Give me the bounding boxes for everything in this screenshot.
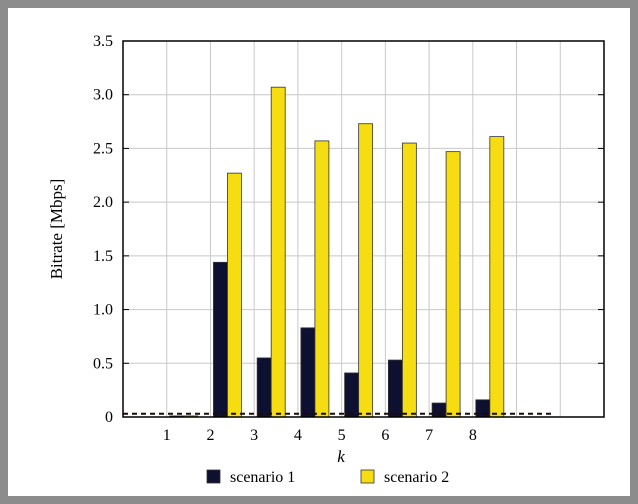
- plot-border: [122, 40, 605, 418]
- x-tick-label: 6: [381, 427, 389, 444]
- x-tick-label: 4: [294, 427, 302, 444]
- y-axis-label: Bitrate [Mbps]: [47, 179, 66, 280]
- bar-scenario-1-k5: [344, 372, 360, 418]
- bar-scenario-2-k2: [227, 172, 242, 418]
- legend: scenario 1 scenario 2: [206, 469, 449, 486]
- x-axis-label: k: [337, 447, 345, 466]
- y-tick-label: 3.0: [93, 87, 113, 104]
- y-tick-label: 3.5: [93, 33, 113, 50]
- bar-scenario-2-k8: [489, 136, 505, 418]
- y-tick-label: 0.5: [93, 355, 113, 372]
- bar-scenario-1-k7: [431, 402, 447, 418]
- bar-scenario-2-k5: [358, 123, 374, 418]
- x-tick-label: 1: [163, 427, 171, 444]
- bar-scenario-1-k6: [387, 359, 403, 418]
- bar-scenario-2-k7: [445, 151, 461, 418]
- y-axis-ticks: 0 0.5 1.0 1.5 2.0 2.5 3.0 3.5: [93, 33, 604, 426]
- x-tick-label: 5: [338, 427, 346, 444]
- x-axis-ticks: 1 2 3 4 5 6 7 8: [163, 427, 477, 444]
- legend-label: scenario 1: [230, 469, 295, 486]
- bar-scenario-2-k3: [270, 86, 286, 418]
- y-tick-label: 1.5: [93, 248, 113, 265]
- x-tick-label: 7: [425, 427, 433, 444]
- bar-scenario-1-k4: [300, 327, 316, 418]
- legend-label: scenario 2: [384, 469, 449, 486]
- bar-scenario-2-k4: [314, 140, 330, 418]
- bar-scenario-2-k6: [401, 142, 417, 418]
- y-tick-label: 1.0: [93, 302, 113, 319]
- x-tick-label: 2: [206, 427, 214, 444]
- legend-swatch-scenario-2: [360, 469, 375, 484]
- x-tick-label: 3: [250, 427, 258, 444]
- legend-swatch-scenario-1: [206, 469, 221, 484]
- x-tick-label: 8: [469, 427, 477, 444]
- bar-scenario-1-k2: [213, 261, 228, 418]
- y-tick-label: 2.0: [93, 194, 113, 211]
- y-tick-label: 2.5: [93, 140, 113, 157]
- bars: [169, 86, 505, 418]
- y-tick-label: 0: [105, 409, 113, 426]
- bar-scenario-1-k3: [256, 357, 272, 418]
